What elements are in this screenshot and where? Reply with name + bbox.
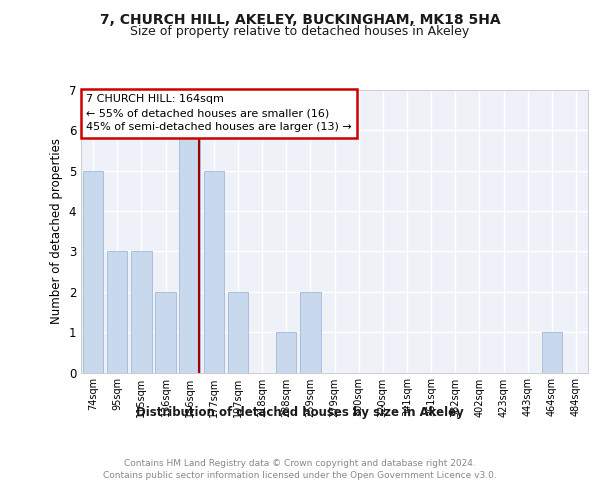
Bar <box>131 252 152 372</box>
Text: Distribution of detached houses by size in Akeley: Distribution of detached houses by size … <box>136 406 464 419</box>
Text: 7, CHURCH HILL, AKELEY, BUCKINGHAM, MK18 5HA: 7, CHURCH HILL, AKELEY, BUCKINGHAM, MK18… <box>100 13 500 27</box>
Bar <box>83 170 103 372</box>
Bar <box>203 170 224 372</box>
Text: 7 CHURCH HILL: 164sqm
← 55% of detached houses are smaller (16)
45% of semi-deta: 7 CHURCH HILL: 164sqm ← 55% of detached … <box>86 94 352 132</box>
Bar <box>227 292 248 372</box>
Bar <box>179 130 200 372</box>
Bar <box>107 252 127 372</box>
Bar <box>300 292 320 372</box>
Bar <box>155 292 176 372</box>
Bar <box>276 332 296 372</box>
Text: Contains HM Land Registry data © Crown copyright and database right 2024.: Contains HM Land Registry data © Crown c… <box>124 460 476 468</box>
Text: Contains public sector information licensed under the Open Government Licence v3: Contains public sector information licen… <box>103 472 497 480</box>
Y-axis label: Number of detached properties: Number of detached properties <box>50 138 63 324</box>
Text: Size of property relative to detached houses in Akeley: Size of property relative to detached ho… <box>130 24 470 38</box>
Bar <box>542 332 562 372</box>
